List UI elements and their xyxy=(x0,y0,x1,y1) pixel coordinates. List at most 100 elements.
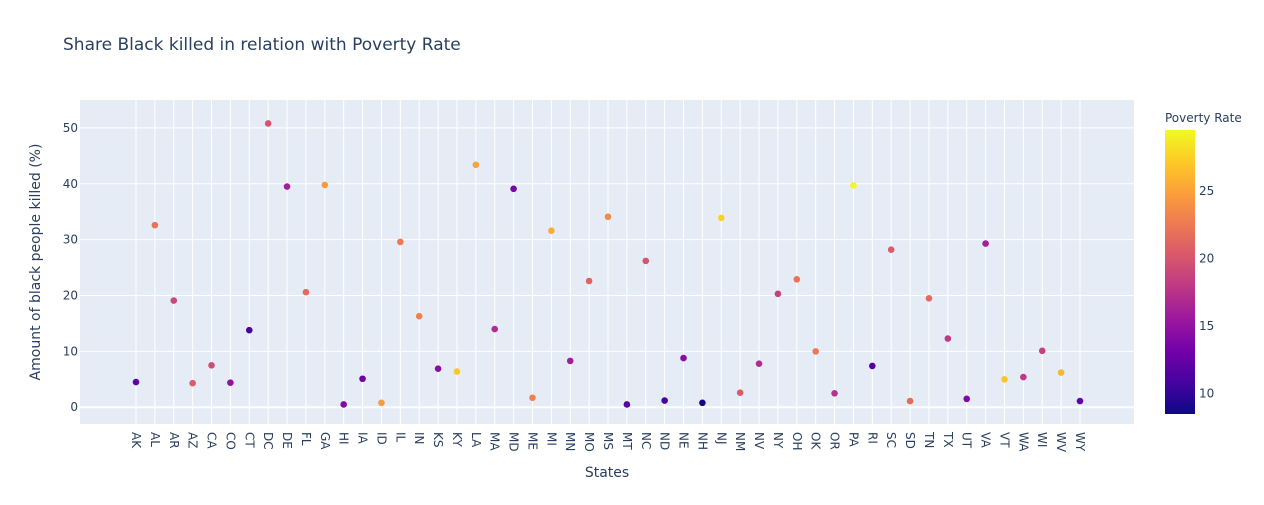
data-point-mn[interactable] xyxy=(566,357,574,365)
x-tick-label: DE xyxy=(280,432,294,449)
data-point-ut[interactable] xyxy=(963,395,971,403)
data-point-wi[interactable] xyxy=(1038,347,1046,355)
data-point-ks[interactable] xyxy=(434,365,442,372)
plot-area xyxy=(80,100,1134,424)
colorbar xyxy=(1165,130,1195,414)
data-point-ok[interactable] xyxy=(812,348,819,355)
x-tick-label: TX xyxy=(941,431,955,448)
data-point-ky[interactable] xyxy=(453,368,461,375)
data-point-az[interactable] xyxy=(189,379,196,387)
y-tick-label: 10 xyxy=(63,344,78,358)
data-point-ak[interactable] xyxy=(132,378,140,386)
data-point-sc[interactable] xyxy=(887,246,895,254)
y-tick-label: 50 xyxy=(63,121,78,135)
x-tick-label: IN xyxy=(412,432,426,445)
data-point-oh[interactable] xyxy=(793,276,801,283)
y-axis-title: Amount of black people killed (%) xyxy=(28,144,44,381)
x-tick-label: AZ xyxy=(186,432,200,448)
x-tick-label: SC xyxy=(884,432,898,448)
data-point-la[interactable] xyxy=(472,161,480,169)
x-tick-label: DC xyxy=(261,432,275,450)
colorbar-tick-labels: 10 15 20 25 xyxy=(1199,184,1214,401)
x-tick-label: RI xyxy=(865,432,879,444)
x-tick-label: CA xyxy=(205,432,219,449)
x-tick-label: MT xyxy=(620,432,634,450)
data-point-tx[interactable] xyxy=(944,335,952,342)
x-tick-label: GA xyxy=(318,432,332,450)
x-tick-label: SD xyxy=(903,432,917,449)
data-point-pa[interactable] xyxy=(850,182,857,189)
data-point-dc[interactable] xyxy=(264,120,272,127)
data-point-nv[interactable] xyxy=(755,360,763,367)
x-tick-label: FL xyxy=(299,432,313,446)
data-point-ma[interactable] xyxy=(491,325,499,333)
colorbar-title: Poverty Rate xyxy=(1165,111,1242,125)
x-tick-label: NE xyxy=(677,432,691,449)
data-point-vt[interactable] xyxy=(1001,376,1008,383)
data-point-in[interactable] xyxy=(415,312,423,320)
data-point-me[interactable] xyxy=(529,394,536,402)
x-tick-label: MA xyxy=(488,432,502,451)
x-tick-label: VA xyxy=(979,432,993,448)
data-point-md[interactable] xyxy=(510,185,517,193)
x-tick-label: WY xyxy=(1073,432,1087,452)
chart-title: Share Black killed in relation with Pove… xyxy=(63,35,461,55)
data-point-va[interactable] xyxy=(982,240,989,247)
x-tick-label: WA xyxy=(1016,432,1030,452)
x-tick-label: OR xyxy=(828,432,842,450)
x-tick-label: VT xyxy=(997,432,1011,448)
data-point-wa[interactable] xyxy=(1020,373,1027,381)
x-tick-label: UT xyxy=(960,432,974,449)
data-point-or[interactable] xyxy=(831,389,838,397)
data-point-mt[interactable] xyxy=(623,401,631,408)
x-tick-label: CT xyxy=(242,432,256,448)
data-point-co[interactable] xyxy=(227,379,234,386)
data-point-ct[interactable] xyxy=(245,326,253,334)
x-tick-label: IL xyxy=(393,432,407,443)
data-point-ri[interactable] xyxy=(869,362,876,370)
x-tick-label: KS xyxy=(431,432,445,448)
data-point-fl[interactable] xyxy=(302,288,310,296)
x-tick-label: NY xyxy=(771,432,785,449)
data-point-tn[interactable] xyxy=(925,295,933,302)
data-point-nh[interactable] xyxy=(699,399,706,407)
data-point-ms[interactable] xyxy=(604,213,612,221)
data-point-ga[interactable] xyxy=(321,181,329,189)
x-tick-label: AL xyxy=(148,432,162,447)
x-tick-label: ME xyxy=(525,432,539,450)
data-point-il[interactable] xyxy=(397,238,404,246)
data-point-al[interactable] xyxy=(151,221,159,229)
data-point-id[interactable] xyxy=(378,399,385,407)
data-point-nc[interactable] xyxy=(642,257,650,265)
x-tick-label: OH xyxy=(790,432,804,450)
data-point-ca[interactable] xyxy=(208,362,215,369)
x-tick-label: TN xyxy=(922,431,936,448)
colorbar-tick-label: 10 xyxy=(1199,387,1214,401)
data-point-wv[interactable] xyxy=(1057,369,1065,376)
data-point-ia[interactable] xyxy=(359,375,366,383)
data-point-ar[interactable] xyxy=(170,297,178,304)
x-tick-label: WI xyxy=(1035,432,1049,447)
x-tick-label: MI xyxy=(544,432,558,446)
data-point-hi[interactable] xyxy=(340,401,347,408)
data-point-sd[interactable] xyxy=(906,397,914,405)
x-tick-label: MN xyxy=(563,432,577,451)
data-point-nm[interactable] xyxy=(736,389,744,397)
y-tick-label: 40 xyxy=(63,177,78,191)
x-tick-label: OK xyxy=(809,432,823,450)
y-tick-labels: 0 10 20 30 40 50 xyxy=(63,121,78,414)
x-tick-label: IA xyxy=(356,432,370,445)
y-tick-label: 20 xyxy=(63,289,78,303)
data-point-nd[interactable] xyxy=(661,397,668,404)
data-point-de[interactable] xyxy=(283,183,291,190)
data-point-mo[interactable] xyxy=(585,277,593,285)
x-tick-label: KY xyxy=(450,432,464,447)
data-point-wy[interactable] xyxy=(1076,397,1084,405)
data-point-nj[interactable] xyxy=(717,214,725,222)
x-tick-label: WV xyxy=(1054,432,1068,453)
data-point-ny[interactable] xyxy=(774,290,782,298)
data-point-mi[interactable] xyxy=(548,227,555,235)
x-tick-label: NV xyxy=(752,432,766,450)
data-point-ne[interactable] xyxy=(680,354,687,362)
